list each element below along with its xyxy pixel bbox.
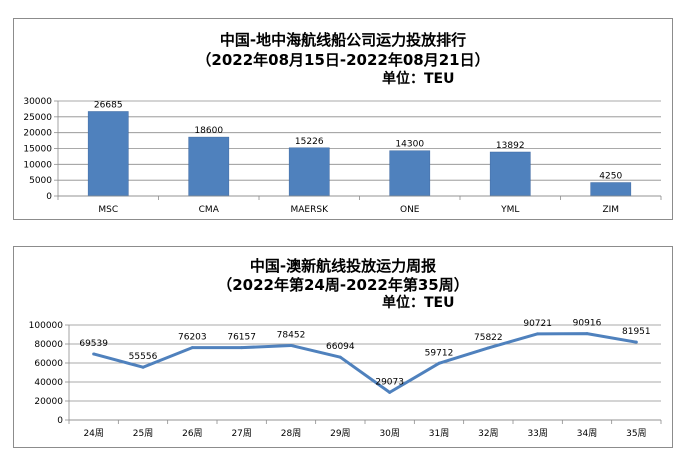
chart2-ytick-label: 80000 [34, 340, 63, 350]
x-tick-label: MAERSK [291, 205, 330, 215]
chart2-ytick-label: 20000 [34, 397, 63, 407]
chart1-subtitle: （2022年08月15日-2022年08月21日） [196, 51, 490, 69]
data-point [536, 332, 540, 336]
bar-data-label: 18600 [194, 126, 223, 136]
point-data-label: 81951 [622, 327, 651, 337]
chart2-ytick-label: 0 [57, 416, 63, 426]
bar-cma [188, 136, 230, 197]
chart2-plot: 0 20000 40000 60000 80000 100000 69539 24周 55556… [29, 319, 662, 439]
point-data-label: 66094 [326, 342, 355, 352]
point-data-label: 90916 [573, 319, 602, 329]
x-tick-label: 35周 [626, 428, 646, 439]
chart2-ytick-label: 40000 [34, 378, 63, 388]
chart1-ytick-label: 20000 [23, 129, 52, 139]
data-point [338, 355, 342, 359]
series-line [93, 332, 637, 394]
point-data-label: 55556 [129, 352, 158, 362]
point-data-label: 90721 [523, 319, 552, 329]
x-tick-label: ZIM [602, 205, 619, 215]
chart1-ytick-label: 0 [46, 192, 52, 202]
x-tick-label: 28周 [281, 428, 301, 439]
bar-one [389, 150, 431, 197]
x-tick-label: ONE [400, 205, 420, 215]
data-point [92, 352, 96, 356]
x-tick-label: 25周 [133, 428, 153, 439]
chart2-subtitle: （2022年第24周-2022年第35周） [217, 276, 469, 294]
data-point [634, 340, 638, 344]
bar-msc [87, 111, 129, 197]
chart1-ytick-label: 15000 [23, 145, 52, 155]
x-tick-label: CMA [199, 205, 220, 215]
x-tick-label: 29周 [330, 428, 350, 439]
bar-data-label: 13892 [496, 141, 525, 151]
chart1-ytick-label: 5000 [29, 176, 52, 186]
chart1-unit-label: 单位：TEU [382, 71, 455, 87]
data-point [437, 361, 441, 365]
bar-yml [489, 151, 531, 197]
data-point [585, 332, 589, 336]
chart1-ytick-label: 10000 [23, 160, 52, 170]
point-data-label: 69539 [79, 339, 108, 349]
point-data-label: 76203 [178, 333, 207, 343]
data-point [240, 346, 244, 350]
chart2-ytick-label: 100000 [29, 321, 64, 331]
chart1-plot: 0 5000 10000 15000 20000 25000 30000 26685 MSC 18… [23, 97, 662, 215]
x-tick-label: 24周 [83, 428, 103, 439]
data-point [141, 365, 145, 369]
x-tick-label: 27周 [231, 428, 251, 439]
chart1-ytick-label: 25000 [23, 113, 52, 123]
mediterranean-chart-panel: 中国-地中海航线船公司运力投放排行 （2022年08月15日-2022年08月2… [13, 18, 673, 220]
chart2-title: 中国-澳新航线投放运力周报 [249, 257, 437, 275]
x-tick-label: 26周 [182, 428, 202, 439]
bar-data-label: 14300 [395, 140, 424, 150]
x-tick-label: 34周 [577, 428, 597, 439]
x-tick-label: 32周 [478, 428, 498, 439]
point-data-label: 29073 [375, 377, 404, 387]
point-data-label: 59712 [425, 348, 454, 358]
chart1-ytick-label: 30000 [23, 97, 52, 107]
bar-data-label: 4250 [599, 172, 622, 182]
x-tick-label: 31周 [429, 428, 449, 439]
point-data-label: 78452 [277, 330, 306, 340]
x-tick-label: 33周 [527, 428, 547, 439]
chart1-title: 中国-地中海航线船公司运力投放排行 [219, 31, 467, 49]
bar-data-label: 15226 [295, 137, 324, 147]
bar-zim [590, 182, 632, 197]
chart2-unit-label: 单位：TEU [382, 295, 455, 311]
bar-maersk [288, 147, 330, 197]
data-point [289, 343, 293, 347]
x-tick-label: YML [500, 205, 519, 215]
australia-nz-chart-panel: 中国-澳新航线投放运力周报 （2022年第24周-2022年第35周） 单位：T… [13, 246, 673, 448]
x-tick-label: 30周 [379, 428, 399, 439]
data-point [388, 390, 392, 394]
point-data-label: 75822 [474, 333, 503, 343]
chart2-ytick-label: 60000 [34, 359, 63, 369]
x-tick-label: MSC [98, 205, 118, 215]
data-point [486, 346, 490, 350]
data-point [190, 346, 194, 350]
bar-data-label: 26685 [94, 100, 123, 110]
point-data-label: 76157 [227, 333, 256, 343]
